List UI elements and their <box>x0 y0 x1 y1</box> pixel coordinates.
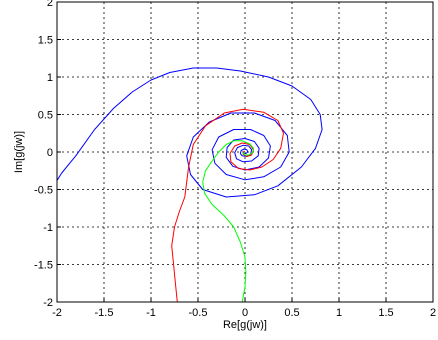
y-tick-label: 2 <box>47 0 53 9</box>
x-tick-label: -1 <box>146 307 156 319</box>
y-tick-label: -1 <box>43 222 53 234</box>
y-tick-label: -1.5 <box>34 260 53 272</box>
y-tick-label: -2 <box>43 297 53 309</box>
series-line-3 <box>202 140 254 302</box>
y-tick-label: 1 <box>47 72 53 84</box>
y-axis: 2 1.5 1 0.5 0 -0.5 -1 -1.5 -2 <box>34 0 61 309</box>
x-tick-label: -0.5 <box>189 307 208 319</box>
x-axis: -2 -1.5 -1 -0.5 0 0.5 1 1.5 2 <box>52 298 436 319</box>
x-axis-label: Re[g(jw)] <box>223 319 267 331</box>
x-tick-label: 0.5 <box>284 307 299 319</box>
x-tick-label: -2 <box>52 307 62 319</box>
y-tick-label: 0.5 <box>38 110 53 122</box>
x-tick-label: 2 <box>430 307 436 319</box>
series-line-1 <box>57 67 323 198</box>
x-tick-label: 1 <box>336 307 342 319</box>
y-tick-label: -0.5 <box>34 185 53 197</box>
y-tick-label: 1.5 <box>38 35 53 47</box>
series-group <box>57 67 323 302</box>
x-tick-label: 0 <box>242 307 248 319</box>
x-tick-label: -1.5 <box>95 307 114 319</box>
x-tick-label: 1.5 <box>378 307 393 319</box>
y-axis-label: Im[g(jw)] <box>13 131 25 173</box>
grid <box>57 2 433 302</box>
y-tick-label: 0 <box>47 147 53 159</box>
